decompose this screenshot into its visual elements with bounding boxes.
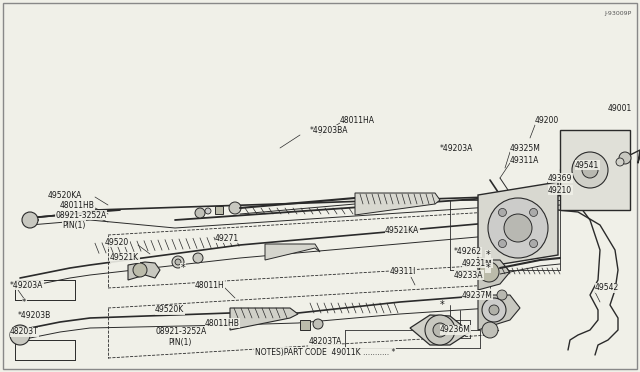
Text: 49325M: 49325M <box>510 144 541 153</box>
Text: 49542: 49542 <box>595 283 620 292</box>
Circle shape <box>193 253 203 263</box>
Text: 49236M: 49236M <box>440 326 471 334</box>
Text: 48011H: 48011H <box>195 280 225 289</box>
Circle shape <box>529 240 538 247</box>
Circle shape <box>22 212 38 228</box>
Text: 48011HA: 48011HA <box>340 115 375 125</box>
Circle shape <box>499 240 506 247</box>
Text: PIN(1): PIN(1) <box>62 221 85 230</box>
Polygon shape <box>478 295 520 330</box>
Text: 49210: 49210 <box>548 186 572 195</box>
Text: *: * <box>486 250 490 260</box>
Text: *49262: *49262 <box>454 247 482 257</box>
Circle shape <box>172 256 184 268</box>
Circle shape <box>205 208 211 214</box>
Text: NOTES)PART CODE  49011K ........... *: NOTES)PART CODE 49011K ........... * <box>255 347 395 356</box>
Circle shape <box>482 298 506 322</box>
Text: 49271: 49271 <box>215 234 239 243</box>
Circle shape <box>195 208 205 218</box>
Circle shape <box>313 319 323 329</box>
Circle shape <box>572 152 608 188</box>
Text: 49237M: 49237M <box>462 291 493 299</box>
Text: *49203A: *49203A <box>10 280 44 289</box>
Text: *: * <box>180 263 186 273</box>
Text: *49203BA: *49203BA <box>310 125 349 135</box>
Text: 08921-3252A: 08921-3252A <box>155 327 206 337</box>
Circle shape <box>229 202 241 214</box>
Text: 49520: 49520 <box>105 237 129 247</box>
Text: 49369: 49369 <box>548 173 572 183</box>
Text: 49311A: 49311A <box>510 155 540 164</box>
Text: 49200: 49200 <box>535 115 559 125</box>
Bar <box>300 320 310 330</box>
Text: 08921-3252A: 08921-3252A <box>55 211 106 219</box>
Circle shape <box>529 208 538 217</box>
Text: *49203B: *49203B <box>18 311 51 320</box>
Polygon shape <box>478 260 510 290</box>
Text: 49521K: 49521K <box>110 253 139 263</box>
Text: 49520K: 49520K <box>155 305 184 314</box>
Circle shape <box>489 305 499 315</box>
Polygon shape <box>410 315 470 345</box>
Text: 49001: 49001 <box>608 103 632 112</box>
Text: *: * <box>440 300 444 310</box>
Polygon shape <box>265 244 320 260</box>
Circle shape <box>497 290 507 300</box>
Text: *49203A: *49203A <box>440 144 474 153</box>
Polygon shape <box>230 308 298 330</box>
Text: J-93009P: J-93009P <box>605 10 632 16</box>
Circle shape <box>499 208 506 217</box>
Bar <box>560 130 630 210</box>
Circle shape <box>482 322 498 338</box>
Circle shape <box>582 162 598 178</box>
Polygon shape <box>128 262 160 280</box>
Polygon shape <box>355 193 440 215</box>
Circle shape <box>425 315 455 345</box>
Circle shape <box>433 323 447 337</box>
Circle shape <box>504 214 532 242</box>
Circle shape <box>488 198 548 258</box>
Bar <box>215 206 223 214</box>
Text: 49541: 49541 <box>575 160 599 170</box>
Text: 48203T: 48203T <box>10 327 39 337</box>
Circle shape <box>133 263 147 277</box>
Text: 49521KA: 49521KA <box>385 225 419 234</box>
Circle shape <box>479 262 499 282</box>
Circle shape <box>10 325 30 345</box>
Circle shape <box>616 158 624 166</box>
Text: 49520KA: 49520KA <box>48 190 83 199</box>
Text: 49233A: 49233A <box>454 270 483 279</box>
Text: 49231M: 49231M <box>462 259 493 267</box>
Text: *: * <box>22 298 26 308</box>
Text: 49311I: 49311I <box>390 267 417 276</box>
Circle shape <box>175 259 181 265</box>
Text: 48203TA: 48203TA <box>308 337 342 346</box>
Circle shape <box>619 152 631 164</box>
Text: 48011HB: 48011HB <box>60 201 95 209</box>
Text: PIN(1): PIN(1) <box>168 337 191 346</box>
Polygon shape <box>478 182 558 268</box>
Text: *: * <box>486 263 490 273</box>
Text: 48011HB: 48011HB <box>205 318 240 327</box>
